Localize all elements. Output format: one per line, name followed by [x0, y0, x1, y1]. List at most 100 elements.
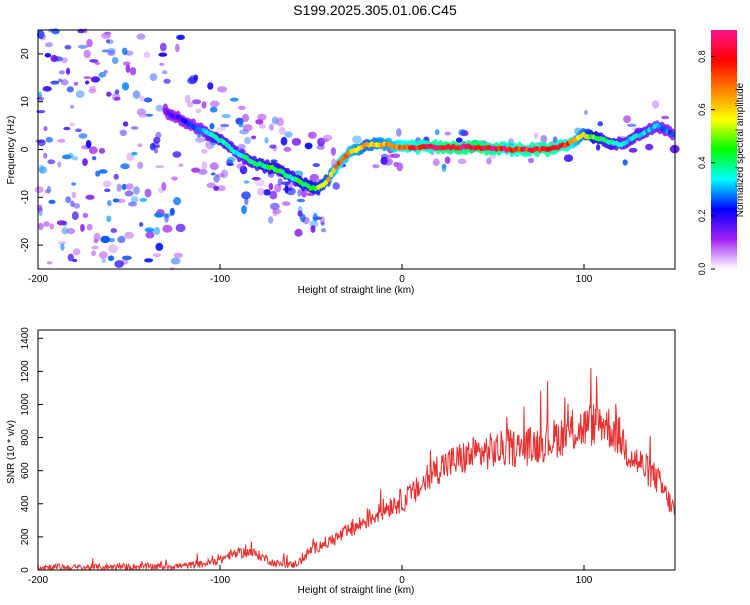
heatmap-noise-cell: [131, 151, 138, 156]
heatmap-noise-cell: [60, 228, 67, 234]
heatmap-noise-cell: [102, 180, 112, 188]
heatmap-x-axis-label: Height of straight line (km): [298, 285, 415, 296]
heatmap-noise-cell: [244, 197, 249, 206]
heatmap-noise-cell: [187, 77, 197, 85]
heatmap-noise-cell: [121, 183, 127, 191]
heatmap-noise-cell: [106, 39, 110, 43]
heatmap-noise-cell: [242, 113, 249, 123]
heatmap-noise-cell: [244, 137, 252, 145]
heatmap-noise-cell: [173, 252, 183, 258]
snr-panel: -200 -100 0 100 0 200 400 600 800 1000 1200 1400 H…: [6, 327, 676, 596]
heatmap-noise-cell: [201, 101, 207, 109]
heatmap-noise-cell: [101, 258, 106, 264]
heatmap-cells: [34, 28, 680, 271]
heatmap-noise-cell: [283, 146, 292, 152]
heatmap-noise-cell: [210, 172, 216, 176]
colorbar-label: Normalized spectral amplitude: [735, 82, 746, 217]
colorbar-tick-label: 0.4: [697, 157, 707, 170]
heatmap-noise-cell: [58, 70, 65, 75]
heatmap-noise-cell: [116, 198, 126, 203]
heatmap-noise-cell: [130, 196, 139, 203]
heatmap-noise-cell: [95, 170, 101, 177]
heatmap-noise-cell: [37, 222, 44, 230]
heatmap-noise-cell: [38, 164, 45, 174]
heatmap-noise-cell: [661, 115, 670, 120]
heatmap-noise-cell: [281, 201, 291, 206]
heatmap-noise-cell: [163, 78, 171, 84]
heatmap-noise-cell: [71, 191, 77, 199]
heatmap-noise-cell: [48, 199, 56, 204]
heatmap-noise-cell: [143, 51, 151, 59]
heatmap-noise-cell: [540, 135, 548, 143]
heatmap-noise-cell: [51, 28, 60, 35]
heatmap-noise-cell: [302, 216, 310, 225]
heatmap-noise-cell: [155, 165, 165, 169]
heatmap-noise-cell: [66, 227, 76, 235]
heatmap-noise-cell: [137, 161, 144, 170]
colorbar-gradient: [711, 30, 737, 269]
heatmap-noise-cell: [284, 184, 289, 194]
heatmap-noise-cell: [92, 156, 97, 161]
heatmap-noise-cell: [209, 100, 220, 108]
heatmap-noise-cell: [132, 90, 141, 99]
heatmap-noise-cell: [98, 147, 106, 154]
heatmap-noise-cell: [43, 126, 48, 132]
heatmap-noise-cell: [352, 135, 362, 144]
heatmap-noise-cell: [257, 187, 265, 196]
heatmap-y-tick-label: -20: [20, 237, 31, 252]
heatmap-noise-cell: [121, 82, 130, 91]
heatmap-noise-cell: [122, 61, 131, 66]
heatmap-noise-cell: [113, 173, 119, 180]
heatmap-noise-cell: [213, 185, 219, 191]
heatmap-noise-cell: [100, 235, 111, 244]
heatmap-noise-cell: [43, 221, 50, 227]
heatmap-noise-cell: [251, 176, 261, 181]
heatmap-noise-cell: [69, 122, 75, 127]
heatmap-noise-cell: [57, 241, 67, 245]
heatmap-noise-cell: [73, 81, 79, 86]
snr-y-tick-label: 1000: [20, 393, 31, 416]
heatmap-noise-cell: [61, 154, 72, 160]
heatmap-noise-cell: [107, 48, 116, 53]
heatmap-noise-cell: [332, 182, 340, 190]
heatmap-noise-cell: [226, 156, 236, 163]
heatmap-noise-cell: [78, 133, 88, 139]
heatmap-noise-cell: [645, 143, 654, 151]
heatmap-y-tick-label: 20: [20, 48, 31, 60]
heatmap-noise-cell: [622, 159, 628, 166]
heatmap-noise-cell: [206, 182, 216, 189]
heatmap-noise-cell: [106, 91, 112, 97]
heatmap-noise-cell: [274, 183, 282, 193]
heatmap-noise-cell: [44, 53, 52, 58]
heatmap-noise-cell: [93, 232, 101, 242]
heatmap-noise-cell: [209, 162, 219, 171]
heatmap-noise-cell: [50, 54, 58, 63]
heatmap-noise-cell: [264, 137, 269, 144]
heatmap-x-ticks: -200 -100 0 100: [28, 264, 593, 285]
heatmap-noise-cell: [114, 260, 124, 268]
heatmap-noise-cell: [184, 94, 191, 103]
heatmap-noise-cell: [195, 108, 202, 114]
heatmap-noise-cell: [583, 109, 589, 115]
heatmap-noise-cell: [236, 163, 245, 170]
heatmap-noise-cell: [129, 67, 137, 76]
heatmap-noise-cell: [106, 39, 114, 45]
heatmap-noise-cell: [263, 189, 271, 196]
snr-x-tick-label: -200: [28, 575, 48, 586]
heatmap-noise-cell: [73, 202, 80, 209]
snr-y-tick-label: 800: [20, 429, 31, 446]
heatmap-noise-cell: [124, 50, 134, 56]
heatmap-noise-cell: [312, 163, 320, 168]
heatmap-noise-cell: [37, 30, 45, 39]
heatmap-noise-cell: [258, 123, 266, 129]
heatmap-noise-cell: [39, 166, 48, 174]
heatmap-noise-cell: [111, 56, 119, 64]
heatmap-noise-cell: [294, 228, 303, 237]
heatmap-noise-cell: [458, 129, 467, 136]
heatmap-y-ticks: -20 -10 0 10 20: [20, 48, 43, 252]
heatmap-noise-cell: [137, 143, 143, 148]
heatmap-noise-cell: [239, 129, 249, 135]
heatmap-noise-cell: [71, 156, 78, 161]
heatmap-noise-cell: [63, 126, 71, 131]
